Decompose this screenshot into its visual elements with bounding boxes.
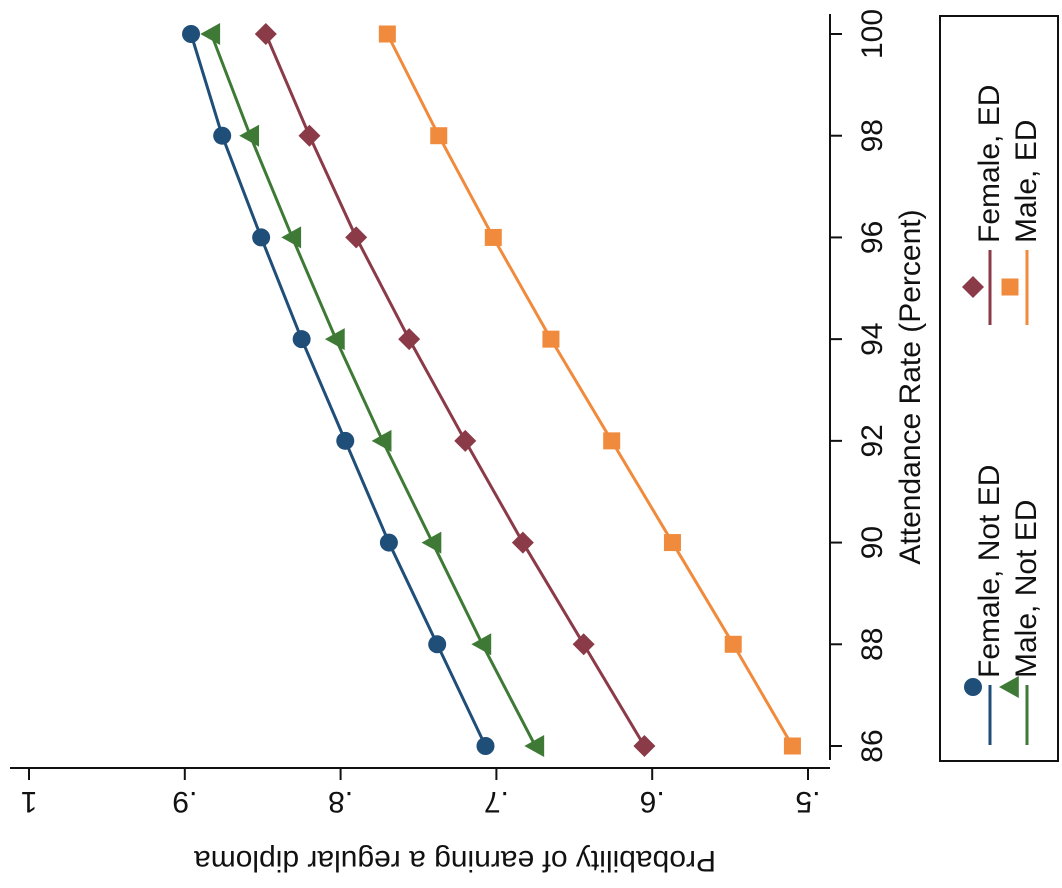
data-point-series-3 <box>663 534 681 552</box>
series-line-3 <box>386 33 794 747</box>
data-point-series-2 <box>239 124 260 147</box>
legend-label: Female, Not ED <box>973 465 1006 678</box>
series-line-0 <box>189 33 487 747</box>
data-point-series-3 <box>603 432 621 450</box>
data-point-series-0 <box>428 635 447 654</box>
y-tick-label: 1 <box>21 785 38 818</box>
data-point-series-3 <box>484 228 502 246</box>
legend-key-marker <box>999 676 1019 698</box>
y-tick-label: .6 <box>640 785 665 818</box>
data-point-series-1 <box>454 429 477 452</box>
series-line-2 <box>209 33 537 747</box>
legend-label: Female, ED <box>973 85 1006 243</box>
data-point-series-0 <box>379 533 398 552</box>
y-axis-ticks: .5 .6 .7 .8 .9 1 <box>21 768 821 818</box>
x-tick-label: 90 <box>856 526 889 559</box>
data-point-series-0 <box>476 737 495 755</box>
data-point-series-1 <box>511 531 534 554</box>
data-point-series-3 <box>430 127 448 145</box>
legend-key-marker <box>964 678 982 696</box>
series-line-1 <box>264 33 646 747</box>
y-tick-label: .7 <box>484 785 509 818</box>
data-point-series-0 <box>292 330 311 349</box>
legend-label: Male, ED <box>1010 120 1043 243</box>
data-point-series-2 <box>324 328 345 351</box>
data-point-series-3 <box>783 737 801 755</box>
data-point-series-1 <box>345 226 368 249</box>
legend-label: Male, Not ED <box>1010 500 1043 678</box>
data-point-series-1 <box>572 633 595 656</box>
legend: Female, Not ED Female, ED Male, Not ED Male… <box>962 85 1043 745</box>
legend-key-marker <box>962 276 984 298</box>
data-point-series-1 <box>298 124 321 147</box>
data-point-series-0 <box>336 431 355 450</box>
data-point-series-0 <box>182 25 201 43</box>
x-axis-ticks: 86 88 90 92 94 96 98 100 <box>830 9 889 763</box>
data-point-series-1 <box>254 23 277 45</box>
x-tick-label: 100 <box>856 9 889 59</box>
data-point-series-3 <box>724 635 742 653</box>
data-point-series-2 <box>281 226 302 249</box>
legend-key-marker <box>1001 278 1019 296</box>
data-point-series-2 <box>371 429 392 452</box>
data-point-series-3 <box>542 330 560 348</box>
x-tick-label: 98 <box>856 119 889 152</box>
x-tick-label: 92 <box>856 424 889 457</box>
data-point-series-2 <box>524 735 545 757</box>
series-layer <box>182 23 801 757</box>
x-axis-title: Attendance Rate (Percent) <box>894 209 927 564</box>
x-tick-label: 94 <box>856 322 889 355</box>
y-tick-label: .8 <box>328 785 353 818</box>
legend-box <box>939 15 1059 762</box>
y-tick-label: .9 <box>172 785 197 818</box>
data-point-series-3 <box>378 25 396 43</box>
data-point-series-0 <box>252 228 271 247</box>
data-point-series-1 <box>398 328 421 351</box>
x-tick-label: 86 <box>856 729 889 762</box>
data-point-series-1 <box>633 735 656 757</box>
x-tick-label: 88 <box>856 628 889 661</box>
data-point-series-2 <box>200 23 221 45</box>
y-tick-label: .5 <box>795 785 820 818</box>
x-tick-label: 96 <box>856 221 889 254</box>
data-point-series-2 <box>471 633 492 656</box>
data-point-series-2 <box>421 531 442 554</box>
data-point-series-0 <box>213 126 232 145</box>
y-axis-title: Probability of earning a regular diploma <box>194 844 716 877</box>
